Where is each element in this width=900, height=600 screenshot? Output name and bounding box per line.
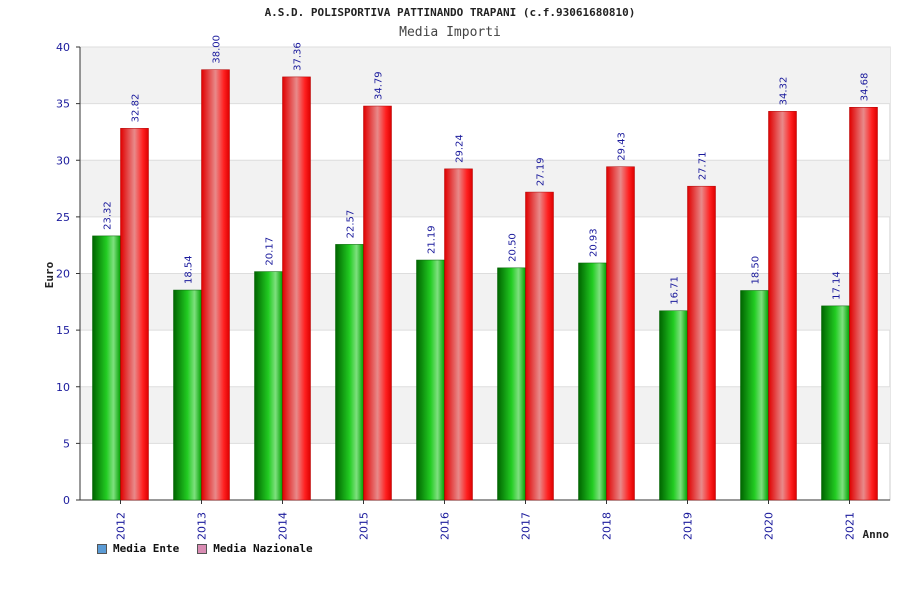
bar xyxy=(606,166,635,501)
y-tick-label: 40 xyxy=(56,41,70,54)
bar xyxy=(740,290,769,501)
data-label: 37.36 xyxy=(293,42,304,71)
data-label: 23.32 xyxy=(103,201,114,230)
bar xyxy=(416,259,445,501)
data-label: 22.57 xyxy=(346,210,357,239)
data-label: 20.50 xyxy=(508,233,519,262)
y-tick-label: 0 xyxy=(63,494,70,507)
data-label: 20.17 xyxy=(265,237,276,266)
x-axis-label: Anno xyxy=(863,528,890,541)
bar xyxy=(849,106,878,501)
y-tick-label: 20 xyxy=(56,268,70,281)
x-axis-ticks: 2012 2013 2014 2015 2016 2017 2018 2019 2020 2021 xyxy=(115,500,857,540)
x-tick-label: 2015 xyxy=(358,512,371,540)
x-tick-label: 2018 xyxy=(601,512,614,540)
data-label: 20.93 xyxy=(589,228,600,257)
legend-label: Media Ente xyxy=(113,542,180,555)
x-tick-label: 2013 xyxy=(196,512,209,540)
y-tick-label: 35 xyxy=(56,98,70,111)
data-label: 29.43 xyxy=(617,132,628,161)
x-tick-label: 2021 xyxy=(844,512,857,540)
data-label: 34.32 xyxy=(779,77,790,106)
legend: Media Ente Media Nazionale xyxy=(97,542,313,555)
y-axis-label: Euro xyxy=(43,261,56,288)
x-tick-label: 2019 xyxy=(682,512,695,540)
bar xyxy=(282,76,311,501)
data-label: 34.68 xyxy=(860,73,871,102)
data-label: 38.00 xyxy=(212,35,223,64)
data-label: 29.24 xyxy=(455,134,466,163)
bar xyxy=(578,262,607,501)
chart-title: A.S.D. POLISPORTIVA PATTINANDO TRAPANI (… xyxy=(264,6,636,19)
bar xyxy=(687,185,716,501)
legend-label: Media Nazionale xyxy=(213,542,313,555)
data-label: 16.71 xyxy=(670,276,681,305)
x-tick-label: 2014 xyxy=(277,512,290,540)
legend-swatch xyxy=(97,543,107,554)
data-label: 18.50 xyxy=(751,256,762,285)
data-label: 34.79 xyxy=(374,71,385,100)
legend-item-media-ente: Media Ente xyxy=(97,542,179,555)
bar xyxy=(120,128,149,501)
bar xyxy=(201,69,230,501)
chart-subtitle: Media Importi xyxy=(399,25,501,40)
x-tick-label: 2016 xyxy=(439,512,452,540)
x-tick-label: 2017 xyxy=(520,512,533,540)
x-tick-label: 2020 xyxy=(763,512,776,540)
bar xyxy=(659,310,688,501)
data-label: 21.19 xyxy=(427,225,438,254)
bar xyxy=(254,271,283,501)
y-tick-label: 10 xyxy=(56,381,70,394)
x-tick-label: 2012 xyxy=(115,512,128,540)
y-tick-label: 25 xyxy=(56,211,70,224)
data-label: 27.71 xyxy=(698,152,709,181)
bar xyxy=(768,111,797,501)
bar xyxy=(92,235,121,501)
data-label: 32.82 xyxy=(131,94,142,123)
y-tick-label: 30 xyxy=(56,154,70,167)
bar xyxy=(444,168,473,501)
legend-item-media-nazionale: Media Nazionale xyxy=(197,542,313,555)
data-label: 27.19 xyxy=(536,157,547,186)
bar xyxy=(363,105,392,501)
y-tick-label: 5 xyxy=(63,437,70,450)
bar xyxy=(497,267,526,501)
y-axis-ticks: 0 5 10 15 20 25 30 35 40 xyxy=(56,41,70,507)
y-tick-label: 15 xyxy=(56,324,70,337)
data-labels: 23.32 32.82 18.54 38.00 20.17 37.36 22.57 34.79… xyxy=(103,35,871,305)
bar xyxy=(525,191,554,501)
bars xyxy=(92,69,878,501)
bar xyxy=(335,244,364,501)
bar xyxy=(173,289,202,501)
data-label: 17.14 xyxy=(832,271,843,300)
bar xyxy=(821,305,850,501)
legend-swatch xyxy=(197,543,208,554)
data-label: 18.54 xyxy=(184,255,195,284)
